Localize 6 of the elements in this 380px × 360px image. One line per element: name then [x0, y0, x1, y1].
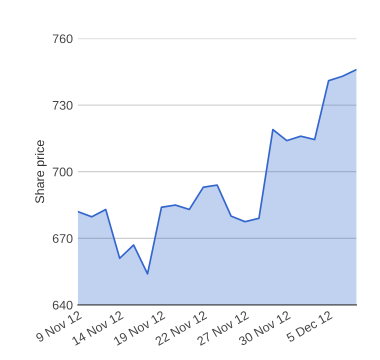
- y-tick-label: 730: [52, 100, 73, 110]
- y-tick-label: 700: [52, 168, 73, 176]
- y-tick-label: 760: [52, 34, 73, 44]
- y-tick-label: 670: [52, 234, 73, 243]
- y-tick-label: 640: [52, 300, 73, 310]
- y-axis-title: Share price: [34, 140, 47, 204]
